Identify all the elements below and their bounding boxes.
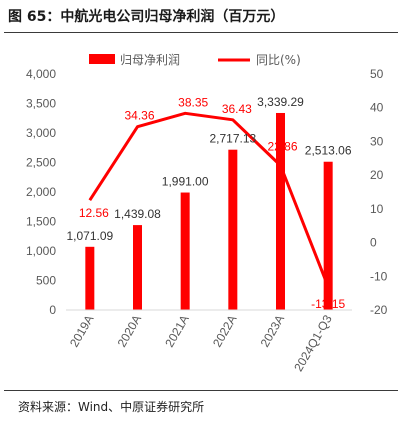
left-axis-ticks: 0 500 1,000 1,500 2,000 2,500 3,000 3,500 4,000	[26, 67, 56, 317]
right-axis-tick-label: 30	[370, 134, 384, 148]
x-axis-tick-label: 2024Q1-Q3	[291, 312, 335, 374]
line-data-labels: 12.56 34.36 38.35 36.43 22.86 -13.15	[79, 95, 346, 311]
line-data-label: 22.86	[267, 140, 297, 154]
right-axis-tick-label: 0	[370, 236, 377, 250]
top-rule	[4, 32, 398, 33]
right-axis-tick-label: 20	[370, 168, 384, 182]
left-axis-tick-label: 2,500	[26, 156, 56, 170]
right-axis-tick-label: 10	[370, 202, 384, 216]
growth-line	[88, 111, 330, 288]
right-axis-tick-label: 40	[370, 101, 384, 115]
x-axis-tick-label: 2020A	[115, 313, 144, 350]
bar	[323, 161, 333, 310]
line-data-label: -13.15	[311, 297, 345, 311]
line-data-label: 36.43	[222, 102, 252, 116]
legend-line-label: 同比(%)	[256, 53, 301, 67]
source-note: 资料来源：Wind、中原证券研究所	[18, 400, 205, 414]
legend-bar-label: 归母净利润	[120, 53, 180, 67]
legend: 归母净利润 同比(%)	[89, 53, 301, 67]
right-axis-tick-label: -20	[370, 303, 388, 317]
x-axis-tick-label: 2021A	[162, 313, 191, 350]
right-axis-tick-label: 50	[370, 67, 384, 81]
x-axis-ticks: 2019A 2020A 2021A 2022A 2023A 2024Q1-Q3	[67, 312, 335, 374]
bar-data-label: 3,339.29	[257, 95, 304, 109]
x-axis-tick-label: 2019A	[67, 313, 96, 350]
figure-title: 图 65：中航光电公司归母净利润（百万元）	[8, 9, 285, 25]
line-data-label: 34.36	[124, 109, 154, 123]
bar	[133, 225, 142, 310]
left-axis-tick-label: 0	[49, 303, 56, 317]
bar-data-label: 2,513.06	[305, 144, 352, 158]
bar-data-label: 1,991.00	[162, 175, 209, 189]
bar-data-label: 1,439.08	[114, 207, 161, 221]
right-axis-ticks: -20 -10 0 10 20 30 40 50	[370, 67, 388, 317]
line-data-label: 12.56	[79, 206, 109, 220]
line-data-label: 38.35	[178, 95, 208, 109]
x-axis-tick-label: 2022A	[210, 313, 239, 350]
right-axis-tick-label: -10	[370, 269, 388, 283]
left-axis-tick-label: 1,500	[26, 215, 56, 229]
bar-data-labels: 1,071.091,439.08 1,991.00 2,717.13 3,339.29…	[66, 95, 351, 243]
left-axis-tick-label: 4,000	[26, 67, 56, 81]
x-axis-tick-label: 2023A	[258, 313, 287, 350]
left-axis-tick-label: 3,000	[26, 126, 56, 140]
bar-data-label: 2,717.13	[209, 132, 256, 146]
left-axis-tick-label: 3,500	[26, 97, 56, 111]
bar	[180, 192, 190, 310]
left-axis-tick-label: 500	[36, 274, 56, 288]
bar-series	[85, 112, 333, 310]
bar	[85, 246, 95, 310]
bar-data-label: 1,071.09	[66, 229, 113, 243]
left-axis-tick-label: 2,000	[26, 185, 56, 199]
bar	[276, 112, 285, 310]
bar	[228, 149, 238, 310]
left-axis-tick-label: 1,000	[26, 244, 56, 258]
bottom-rule	[4, 390, 398, 391]
legend-bar-swatch	[89, 54, 115, 64]
